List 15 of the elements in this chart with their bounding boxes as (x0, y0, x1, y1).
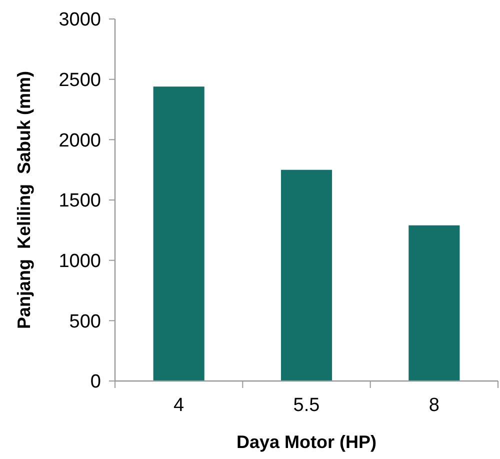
y-axis-title: Panjang Keliling Sabuk (mm) (14, 70, 34, 330)
y-tick-label: 3000 (58, 10, 101, 31)
bar (280, 170, 332, 381)
bar (408, 225, 460, 381)
y-tick-label: 1000 (58, 250, 101, 272)
x-tick-label: 5.5 (293, 395, 320, 416)
y-tick-label: 2500 (58, 70, 101, 91)
x-tick-label: 4 (174, 395, 185, 416)
bar (153, 86, 204, 381)
y-tick-label: 500 (69, 311, 101, 332)
y-tick-label: 0 (90, 372, 101, 393)
x-tick-label: 8 (428, 395, 440, 416)
y-tick-label: 2000 (58, 130, 101, 152)
x-axis-title: Daya Motor (HP) (236, 432, 377, 452)
y-tick-label: 1500 (58, 190, 101, 212)
